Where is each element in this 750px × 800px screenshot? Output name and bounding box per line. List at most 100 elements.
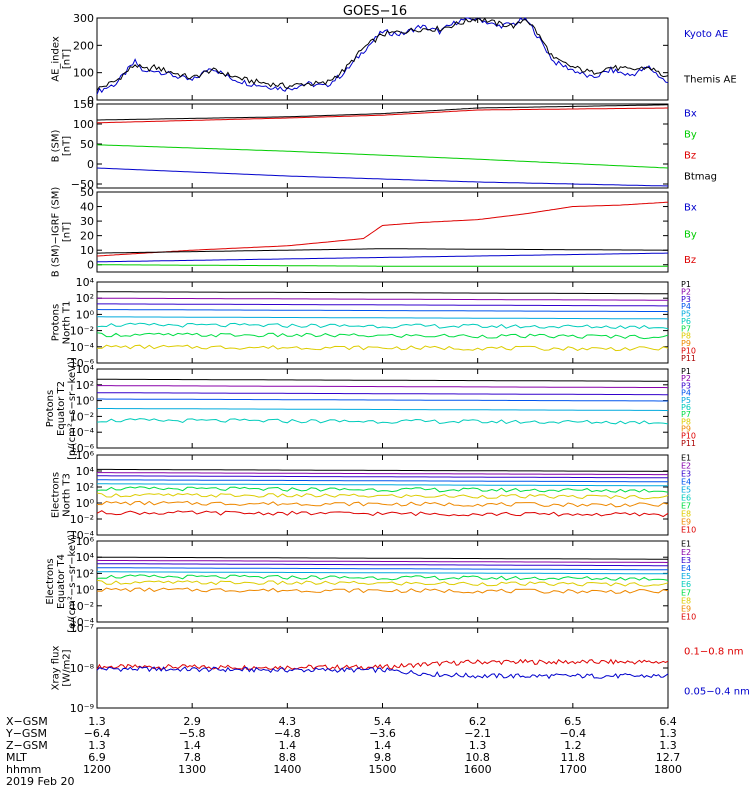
x-tick-label: 6.9 (88, 751, 106, 764)
legend-entry: P7 (681, 324, 691, 333)
y-tick-label: 10⁻⁴ (70, 616, 95, 629)
y-axis-label: Electrons (45, 558, 56, 604)
series-line (97, 468, 668, 472)
legend-entry: Kyoto AE (684, 29, 728, 40)
y-axis-label: [nT] (62, 49, 73, 69)
x-tick-label: −4.8 (274, 727, 301, 740)
legend-entry: P4 (681, 302, 691, 311)
series-line (96, 666, 669, 680)
series-line (97, 483, 668, 487)
legend-entry: P8 (681, 332, 691, 341)
legend-entry: E5 (681, 572, 691, 581)
series-line (96, 167, 669, 187)
legend-entry: P10 (681, 346, 696, 355)
x-tick-label: 1400 (273, 763, 301, 776)
legend-entry: E7 (681, 588, 691, 597)
series-line (97, 252, 668, 263)
y-tick-label: 10⁻⁹ (70, 702, 94, 715)
y-tick-label: 10⁰ (76, 395, 95, 408)
legend-entry: Btmag (684, 171, 717, 182)
legend-entry: P8 (681, 417, 691, 426)
y-tick-label: 10² (76, 379, 94, 392)
x-row-label: Z−GSM (6, 739, 48, 752)
series-line (96, 492, 669, 500)
y-tick-label: 10⁴ (76, 276, 95, 289)
legend-entry: P11 (681, 354, 696, 363)
series-line (97, 316, 669, 320)
series-line (96, 144, 669, 169)
y-tick-label: 40 (80, 201, 94, 214)
series-line (96, 587, 669, 594)
series-line (96, 486, 669, 493)
x-tick-label: 1300 (178, 763, 206, 776)
legend-entry: P2 (681, 374, 691, 383)
legend-entry: P1 (681, 367, 691, 376)
y-tick-label: 10² (76, 481, 94, 494)
legend-entry: Bz (684, 150, 696, 161)
x-tick-label: 1.3 (659, 739, 677, 752)
y-tick-label: 10⁻⁷ (70, 622, 94, 635)
legend-entry: P10 (681, 432, 696, 441)
legend-entry: P4 (681, 389, 691, 398)
x-tick-label: 7.8 (183, 751, 201, 764)
y-tick-label: 10⁻² (70, 410, 94, 423)
y-axis-label: Equator T2 (56, 381, 67, 436)
x-tick-label: 1800 (654, 763, 682, 776)
legend-entry: E8 (681, 596, 691, 605)
y-tick-label: 10⁻⁴ (70, 426, 95, 439)
x-row-label: X−GSM (6, 715, 48, 728)
x-row-label: MLT (6, 751, 27, 764)
legend-entry: P7 (681, 410, 691, 419)
y-tick-label: 30 (80, 215, 94, 228)
y-axis-label: [nT] (62, 222, 73, 242)
legend-entry: P11 (681, 439, 696, 448)
series-line (96, 17, 669, 92)
series-line (97, 104, 668, 121)
legend-entry: By (684, 129, 697, 140)
legend-entry: 0.05−0.4 nm (684, 686, 750, 697)
legend-entry: E9 (681, 518, 691, 527)
legend-entry: P3 (681, 295, 691, 304)
y-tick-label: 0 (87, 259, 94, 272)
x-tick-label: −0.4 (559, 727, 586, 740)
panel-frame (96, 17, 669, 101)
y-axis-label: Electrons (51, 472, 62, 518)
date-label: 2019 Feb 20 (6, 775, 74, 788)
legend-entry: E8 (681, 510, 691, 519)
y-tick-label: 10⁻² (70, 325, 94, 338)
y-axis-label: B (SM)−IGRF (SM) (51, 187, 62, 278)
y-tick-label: 150 (73, 98, 94, 111)
x-tick-label: 4.3 (279, 715, 297, 728)
series-line (96, 201, 669, 257)
series-line (96, 107, 668, 124)
y-tick-label: 0 (87, 94, 94, 107)
chart-title: GOES−16 (343, 4, 407, 19)
series-line (96, 574, 669, 581)
legend-entry: E1 (681, 540, 691, 549)
x-tick-label: 2.9 (183, 715, 201, 728)
y-tick-label: 10⁻⁴ (70, 341, 95, 354)
x-tick-label: −6.4 (84, 727, 111, 740)
legend-entry: P2 (681, 288, 691, 297)
legend-entry: 0.1−0.8 nm (684, 646, 743, 657)
series-line (96, 322, 669, 330)
x-tick-label: −3.6 (369, 727, 396, 740)
y-tick-label: 10⁴ (76, 465, 95, 478)
y-tick-label: 50 (80, 138, 94, 151)
x-tick-label: 5.4 (374, 715, 392, 728)
y-tick-label: 0 (87, 158, 94, 171)
x-tick-label: 1700 (559, 763, 587, 776)
series-line (97, 392, 668, 396)
legend-entry: E2 (681, 548, 691, 557)
y-axis-label: Equator T4 (56, 554, 67, 609)
legend-entry: Bz (684, 255, 696, 266)
y-tick-label: 10² (76, 292, 94, 305)
y-tick-label: 10⁴ (76, 363, 95, 376)
series-line (96, 332, 669, 340)
series-line (97, 248, 668, 254)
legend-entry: P9 (681, 339, 691, 348)
x-tick-label: 6.4 (659, 715, 677, 728)
series-line (97, 303, 668, 307)
y-tick-label: 200 (73, 39, 94, 52)
